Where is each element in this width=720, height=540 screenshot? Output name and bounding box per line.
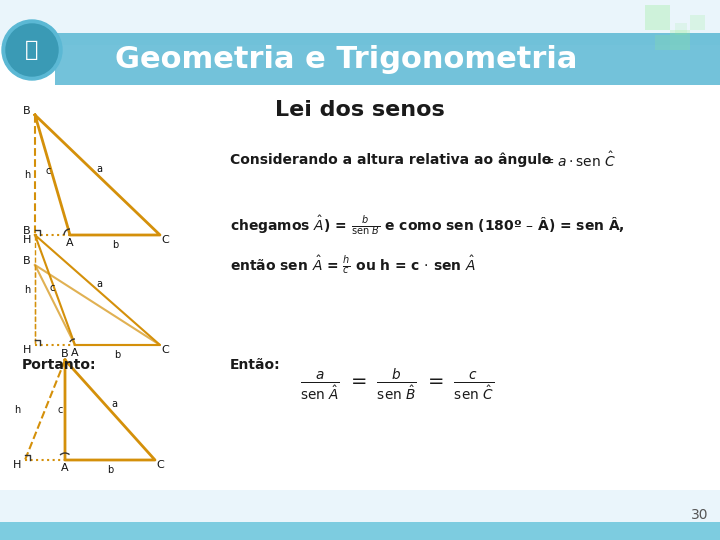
FancyBboxPatch shape bbox=[55, 33, 720, 85]
Text: Geometria e Trigonometria: Geometria e Trigonometria bbox=[115, 44, 577, 73]
Text: Portanto:: Portanto: bbox=[22, 358, 96, 372]
Text: a: a bbox=[111, 399, 117, 409]
Text: C: C bbox=[161, 345, 169, 355]
FancyBboxPatch shape bbox=[0, 522, 720, 540]
FancyBboxPatch shape bbox=[645, 5, 670, 30]
Circle shape bbox=[2, 20, 62, 80]
Text: $\frac{a}{\mathrm{sen}\ \hat{A}}\ =\ \frac{b}{\mathrm{sen}\ \hat{B}}\ =\ \frac{c: $\frac{a}{\mathrm{sen}\ \hat{A}}\ =\ \fr… bbox=[300, 367, 494, 403]
Text: 🌐: 🌐 bbox=[25, 40, 39, 60]
Text: a: a bbox=[96, 164, 102, 174]
Text: Lei dos senos: Lei dos senos bbox=[275, 100, 445, 120]
Text: h: h bbox=[24, 285, 30, 295]
Text: b: b bbox=[114, 350, 121, 360]
Text: h: h bbox=[24, 170, 30, 180]
Text: B: B bbox=[23, 226, 31, 236]
Text: a: a bbox=[96, 279, 102, 289]
Text: b: b bbox=[107, 465, 113, 475]
Text: Considerando a altura relativa ao ângulo: Considerando a altura relativa ao ângulo bbox=[230, 153, 552, 167]
FancyBboxPatch shape bbox=[690, 15, 705, 30]
Text: c: c bbox=[58, 405, 63, 415]
Text: H: H bbox=[13, 460, 21, 470]
Text: c: c bbox=[49, 283, 55, 293]
Text: então sen $\hat{A}$ = $\frac{h}{c}$ ou h = c $\cdot$ sen $\hat{A}$: então sen $\hat{A}$ = $\frac{h}{c}$ ou h… bbox=[230, 254, 476, 276]
Text: B: B bbox=[23, 256, 31, 266]
Text: A: A bbox=[66, 238, 74, 248]
FancyBboxPatch shape bbox=[0, 45, 720, 490]
Text: C: C bbox=[161, 235, 169, 245]
Text: C: C bbox=[156, 460, 164, 470]
Text: B: B bbox=[61, 349, 69, 359]
Text: H: H bbox=[23, 235, 31, 245]
Text: A: A bbox=[71, 348, 78, 358]
Text: 30: 30 bbox=[691, 508, 708, 522]
FancyBboxPatch shape bbox=[675, 23, 687, 35]
Text: c: c bbox=[46, 166, 51, 176]
Text: Então:: Então: bbox=[230, 358, 281, 372]
Text: A: A bbox=[61, 463, 69, 473]
Text: chegamos $\hat{A}$) = $\frac{b}{\mathrm{sen}\ B}$ e como sen (180º – Â) = sen Â,: chegamos $\hat{A}$) = $\frac{b}{\mathrm{… bbox=[230, 213, 625, 237]
FancyBboxPatch shape bbox=[670, 30, 690, 50]
Text: h: h bbox=[14, 405, 20, 415]
Text: $= a \cdot \mathrm{sen}\ \hat{C}$: $= a \cdot \mathrm{sen}\ \hat{C}$ bbox=[540, 150, 616, 170]
Text: B: B bbox=[23, 106, 31, 116]
FancyBboxPatch shape bbox=[655, 35, 670, 50]
Circle shape bbox=[6, 24, 58, 76]
Text: H: H bbox=[23, 345, 31, 355]
Text: b: b bbox=[112, 240, 118, 250]
